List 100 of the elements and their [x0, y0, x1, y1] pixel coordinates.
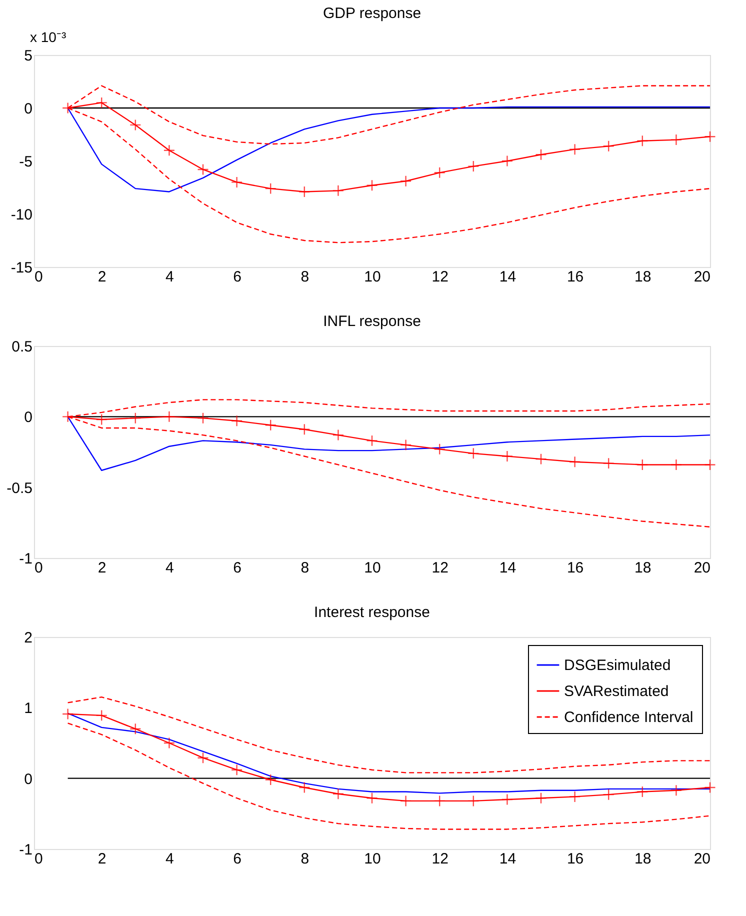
- y-tick-label: -10: [10, 206, 32, 224]
- point: [96, 96, 108, 109]
- point: [96, 414, 108, 426]
- point: [434, 443, 446, 456]
- x-tick-label: 2: [98, 850, 106, 868]
- point: [468, 160, 480, 172]
- point: [400, 795, 412, 807]
- x-tick-label: 6: [233, 268, 242, 286]
- point: [468, 448, 480, 460]
- point: [602, 788, 614, 800]
- point: [636, 458, 648, 471]
- point: [400, 175, 412, 187]
- x-tick-label: 0: [34, 268, 43, 286]
- x-tick-label: 6: [233, 850, 242, 868]
- point: [264, 419, 276, 431]
- point: [230, 176, 243, 188]
- point: [230, 415, 243, 427]
- legend-label: Confidence Interval: [564, 709, 694, 726]
- point: [704, 782, 716, 794]
- point: [332, 429, 344, 441]
- x-tick-label: 4: [166, 850, 174, 868]
- x-tick-label: 16: [566, 268, 584, 286]
- x-tick-label: 18: [634, 268, 652, 286]
- point: [602, 140, 614, 152]
- x-tick-label: 2: [98, 560, 106, 576]
- x-tick-label: 12: [432, 850, 448, 868]
- y-tick-label: 5: [24, 48, 32, 64]
- x-tick-label: 8: [300, 560, 310, 576]
- point: [501, 794, 514, 806]
- point: [400, 439, 412, 451]
- x-tick-label: 20: [694, 560, 710, 576]
- x-tick-label: 18: [634, 850, 652, 868]
- point: [130, 412, 142, 424]
- point: [568, 143, 581, 156]
- point: [298, 186, 310, 198]
- x-tick-label: 10: [364, 560, 381, 576]
- point: [264, 182, 276, 194]
- x-tick-label: 14: [499, 268, 516, 286]
- point: [501, 450, 514, 462]
- y-tick-label: 0: [24, 409, 32, 426]
- y-tick-label: -15: [10, 260, 32, 276]
- point: [704, 458, 716, 471]
- point: [130, 119, 142, 131]
- point: [298, 424, 310, 436]
- point: [670, 458, 682, 471]
- x-tick-label: 2: [98, 268, 106, 286]
- x-tick-label: 10: [364, 850, 381, 868]
- y-tick-label: -1: [19, 842, 32, 858]
- point: [568, 456, 581, 468]
- point: [535, 148, 547, 160]
- point: [96, 710, 108, 722]
- point: [602, 457, 614, 470]
- point: [366, 434, 378, 447]
- point: [62, 410, 74, 423]
- point: [163, 737, 176, 749]
- chart-title: Interest response: [314, 604, 430, 621]
- point: [366, 180, 378, 192]
- point: [163, 144, 176, 156]
- point: [332, 788, 344, 800]
- point: [366, 792, 378, 804]
- point: [535, 453, 547, 465]
- y-tick-label: -1: [19, 550, 32, 568]
- x-tick-label: 14: [499, 560, 516, 576]
- legend-label: SVARestimated: [564, 683, 669, 700]
- point: [163, 410, 176, 423]
- x-tick-label: 20: [694, 268, 710, 286]
- x-tick-label: 16: [566, 560, 584, 576]
- y-tick-label: 0: [24, 770, 32, 788]
- point: [468, 795, 480, 807]
- x-tick-label: 14: [499, 850, 516, 868]
- x-tick-label: 16: [566, 850, 584, 868]
- chart-title: GDP response: [322, 5, 422, 22]
- line-series: [67, 722, 710, 830]
- y-tick-label: 0: [24, 100, 32, 118]
- point: [535, 792, 547, 804]
- line-series: [67, 696, 710, 774]
- x-tick-label: 12: [432, 268, 448, 286]
- point: [197, 412, 209, 424]
- point: [197, 164, 209, 176]
- point: [636, 135, 648, 147]
- line-series: [67, 712, 710, 794]
- x-tick-label: 8: [300, 268, 310, 286]
- point: [197, 752, 209, 764]
- point: [62, 102, 74, 114]
- x-tick-label: 0: [34, 560, 43, 576]
- y-tick-label: -0.5: [6, 480, 32, 497]
- point: [568, 790, 581, 803]
- point: [230, 764, 243, 776]
- x-tick-label: 6: [233, 560, 242, 576]
- x-tick-label: 20: [694, 850, 710, 868]
- x-tick-label: 18: [634, 560, 652, 576]
- point: [636, 786, 648, 798]
- point: [704, 130, 716, 142]
- y-tick-label: -5: [19, 154, 32, 170]
- point: [501, 155, 514, 167]
- point: [264, 774, 276, 786]
- x-tick-label: 8: [300, 850, 310, 868]
- point: [332, 184, 344, 197]
- point: [434, 166, 446, 179]
- x-tick-label: 12: [432, 560, 448, 576]
